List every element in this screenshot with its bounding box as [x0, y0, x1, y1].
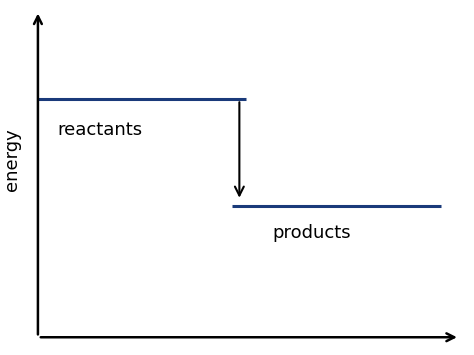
- Text: energy: energy: [3, 129, 21, 191]
- Text: products: products: [273, 224, 351, 242]
- Text: reactants: reactants: [57, 121, 142, 139]
